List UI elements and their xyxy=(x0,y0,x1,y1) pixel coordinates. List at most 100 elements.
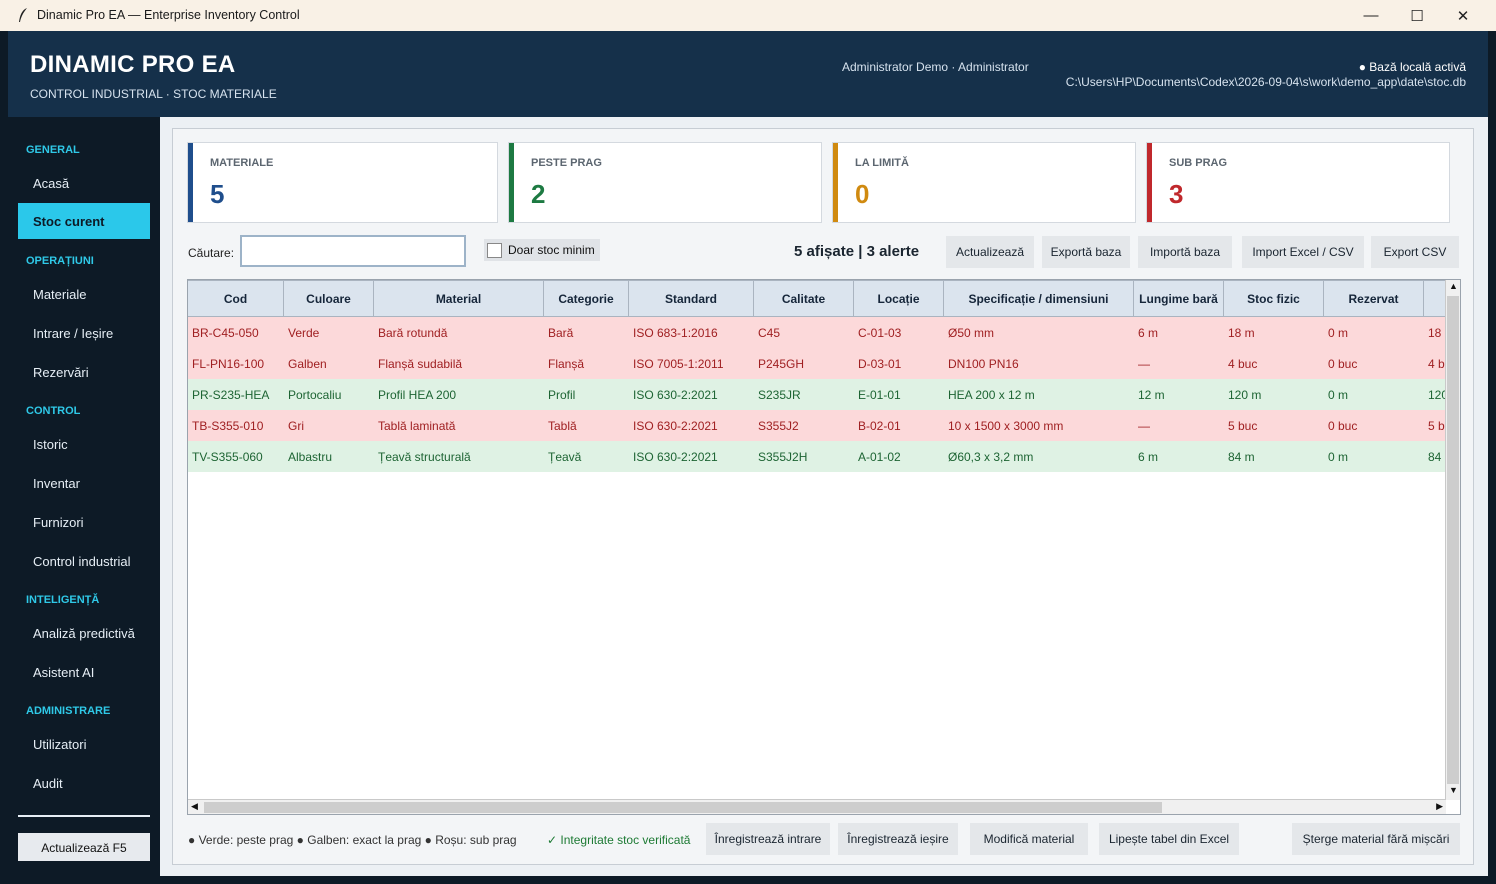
table-cell: 6 m xyxy=(1138,326,1159,340)
table-cell: ISO 630-2:2021 xyxy=(633,419,718,433)
refresh-f5-button[interactable]: Actualizează F5 xyxy=(18,833,150,861)
table-cell: 18 m xyxy=(1228,326,1255,340)
table-cell: TV-S355-060 xyxy=(192,450,263,464)
column-header[interactable]: Cod xyxy=(188,280,284,317)
close-button[interactable]: ✕ xyxy=(1456,7,1470,25)
delete-material-button[interactable]: Șterge material fără mișcări xyxy=(1292,823,1460,855)
table-cell: HEA 200 x 12 m xyxy=(948,388,1035,402)
column-header[interactable]: Specificație / dimensiuni xyxy=(944,280,1134,317)
table-cell: PR-S235-HEA xyxy=(192,388,270,402)
sidebar-item-istoric[interactable]: Istoric xyxy=(33,437,68,452)
horizontal-scrollbar[interactable]: ◀ ▶ xyxy=(188,799,1446,814)
title-bar: Dinamic Pro EA — Enterprise Inventory Co… xyxy=(0,0,1496,31)
table-row[interactable]: FL-PN16-100 Galben Flanșă sudabilă Flanșă IS… xyxy=(188,348,1454,379)
sidebar-item-analiza[interactable]: Analiză predictivă xyxy=(33,626,135,641)
card-value: 2 xyxy=(531,179,546,209)
paste-excel-button[interactable]: Lipește tabel din Excel xyxy=(1099,823,1239,855)
sidebar-item-control-industrial[interactable]: Control industrial xyxy=(33,554,131,569)
stock-table: Cod Culoare Material Categorie Standard … xyxy=(187,279,1461,815)
table-cell: FL-PN16-100 xyxy=(192,357,265,371)
table-cell: S355J2 xyxy=(758,419,799,433)
column-header[interactable]: Rezervat xyxy=(1324,280,1424,317)
table-cell: P245GH xyxy=(758,357,805,371)
card-accent xyxy=(509,143,514,222)
sidebar-item-asistent[interactable]: Asistent AI xyxy=(33,665,95,680)
vertical-scroll-thumb[interactable] xyxy=(1447,296,1459,784)
column-header[interactable]: Calitate xyxy=(754,280,854,317)
edit-material-button[interactable]: Modifică material xyxy=(970,823,1088,855)
column-header[interactable]: Standard xyxy=(629,280,754,317)
search-label: Căutare: xyxy=(188,246,235,260)
search-input[interactable] xyxy=(240,235,466,267)
sidebar-item-audit[interactable]: Audit xyxy=(33,776,63,791)
maximize-button[interactable]: ☐ xyxy=(1410,7,1424,25)
refresh-button[interactable]: Actualizează xyxy=(946,236,1034,268)
table-cell: ISO 7005-1:2011 xyxy=(633,357,724,371)
column-header[interactable]: Lungime bară xyxy=(1134,280,1224,317)
horizontal-scroll-thumb[interactable] xyxy=(204,802,1162,813)
scroll-down-icon[interactable]: ▼ xyxy=(1449,785,1458,795)
minimize-button[interactable]: — xyxy=(1363,7,1379,24)
column-header[interactable]: Locație xyxy=(854,280,944,317)
sidebar-item-intrare-iesire[interactable]: Intrare / Ieșire xyxy=(33,326,114,341)
brand-title: DINAMIC PRO EA xyxy=(30,51,236,78)
register-entry-button[interactable]: Înregistrează intrare xyxy=(706,823,830,855)
table-cell: 5 buc xyxy=(1228,419,1258,433)
import-excel-button[interactable]: Import Excel / CSV xyxy=(1242,236,1364,268)
column-header[interactable]: Categorie xyxy=(544,280,629,317)
table-row[interactable]: BR-C45-050 Verde Bară rotundă Bară ISO 683-1… xyxy=(188,317,1454,348)
export-db-button[interactable]: Exportă baza xyxy=(1042,236,1130,268)
table-cell: BR-C45-050 xyxy=(192,326,259,340)
sidebar-item-rezervari[interactable]: Rezervări xyxy=(33,365,89,380)
sidebar-item-materiale[interactable]: Materiale xyxy=(33,287,87,302)
card-peste-prag: PESTE PRAG 2 xyxy=(508,142,822,223)
register-exit-button[interactable]: Înregistrează ieșire xyxy=(838,823,958,855)
column-header[interactable]: Stoc fizic xyxy=(1224,280,1324,317)
export-csv-button[interactable]: Export CSV xyxy=(1371,236,1459,268)
table-cell: ISO 630-2:2021 xyxy=(633,388,718,402)
scroll-right-icon[interactable]: ▶ xyxy=(1436,801,1443,811)
table-cell: DN100 PN16 xyxy=(948,357,1019,371)
table-cell: 0 m xyxy=(1328,450,1349,464)
card-materiale: MATERIALE 5 xyxy=(187,142,498,223)
table-cell: Ø50 mm xyxy=(948,326,995,340)
sidebar-item-inventar[interactable]: Inventar xyxy=(33,476,80,491)
table-cell: 6 m xyxy=(1138,450,1159,464)
stock-panel: MATERIALE 5 PESTE PRAG 2 LA LIMITĂ 0 SUB… xyxy=(172,128,1474,865)
table-row[interactable]: PR-S235-HEA Portocaliu Profil HEA 200 Profi… xyxy=(188,379,1454,410)
table-cell: S235JR xyxy=(758,388,801,402)
feather-icon xyxy=(19,8,27,22)
sidebar-item-stoc-curent[interactable]: Stoc curent xyxy=(18,203,150,239)
sidebar-item-utilizatori[interactable]: Utilizatori xyxy=(33,737,87,752)
section-inteligenta: INTELIGENȚĂ xyxy=(26,594,100,606)
table-cell: — xyxy=(1138,419,1150,433)
table-cell: A-01-02 xyxy=(858,450,901,464)
card-sub-prag: SUB PRAG 3 xyxy=(1146,142,1450,223)
sidebar-item-acasa[interactable]: Acasă xyxy=(33,176,70,191)
table-cell: S355J2H xyxy=(758,450,808,464)
table-row[interactable]: TB-S355-010 Gri Tablă laminată Tablă ISO 630… xyxy=(188,410,1454,441)
checkbox-label: Doar stoc minim xyxy=(508,243,595,257)
card-value: 3 xyxy=(1169,179,1184,209)
sidebar-item-furnizori[interactable]: Furnizori xyxy=(33,515,84,530)
section-general: GENERAL xyxy=(26,144,80,156)
column-header[interactable]: Culoare xyxy=(284,280,374,317)
vertical-scrollbar[interactable]: ▲ ▼ xyxy=(1445,280,1460,800)
table-header: Cod Culoare Material Categorie Standard … xyxy=(188,280,1454,317)
sidebar-divider xyxy=(18,815,150,817)
import-db-button[interactable]: Importă baza xyxy=(1138,236,1232,268)
checkbox-box[interactable] xyxy=(487,243,502,258)
table-cell: ISO 630-2:2021 xyxy=(633,450,718,464)
card-label: SUB PRAG xyxy=(1169,157,1228,169)
current-user: Administrator Demo · Administrator xyxy=(842,60,1029,74)
column-header[interactable]: Material xyxy=(374,280,544,317)
table-row[interactable]: TV-S355-060 Albastru Țeavă structurală Țeav… xyxy=(188,441,1454,472)
table-cell: 0 m xyxy=(1328,326,1349,340)
card-value: 5 xyxy=(210,179,225,209)
min-stock-checkbox[interactable]: Doar stoc minim xyxy=(484,239,600,261)
scroll-up-icon[interactable]: ▲ xyxy=(1449,281,1458,291)
db-status: ● Bază locală activă xyxy=(1358,60,1466,74)
table-cell: 0 m xyxy=(1328,388,1349,402)
scroll-left-icon[interactable]: ◀ xyxy=(191,801,198,811)
